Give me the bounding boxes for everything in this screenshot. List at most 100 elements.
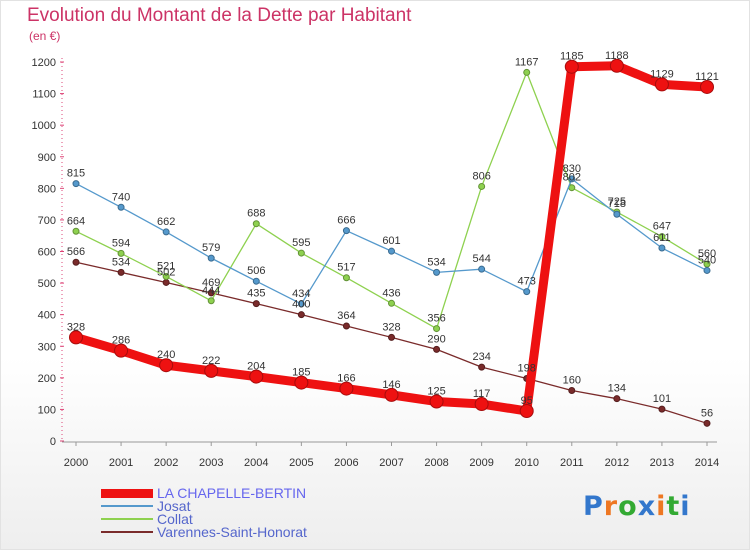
x-tick-label: 2005 — [289, 457, 313, 469]
data-point — [162, 272, 170, 280]
data-point — [703, 419, 711, 427]
data-label: 830 — [563, 163, 581, 175]
data-point — [207, 297, 215, 305]
data-point — [433, 345, 441, 353]
brand-logo-letter: t — [666, 491, 681, 522]
data-point — [249, 369, 264, 384]
y-tick-label: 900 — [38, 152, 56, 164]
data-point — [342, 322, 350, 330]
data-label: 286 — [112, 335, 130, 347]
x-tick-label: 2007 — [379, 457, 403, 469]
data-label: 234 — [472, 351, 490, 363]
data-point — [568, 175, 576, 183]
data-point — [609, 58, 624, 73]
data-label: 160 — [563, 374, 581, 386]
data-label: 328 — [67, 321, 85, 333]
data-label: 1129 — [650, 68, 674, 80]
data-label: 198 — [518, 362, 536, 374]
data-label: 473 — [518, 276, 536, 288]
data-point — [654, 77, 669, 92]
x-tick-label: 2000 — [64, 457, 88, 469]
x-tick-label: 2006 — [334, 457, 358, 469]
data-point — [207, 254, 215, 262]
data-label: 725 — [608, 196, 626, 208]
data-label: 400 — [292, 299, 310, 311]
data-label: 534 — [112, 256, 130, 268]
legend-label: Josat — [157, 498, 191, 514]
data-point — [429, 394, 444, 409]
x-tick-label: 2001 — [109, 457, 133, 469]
data-point — [568, 386, 576, 394]
y-tick-label: 1000 — [32, 120, 56, 132]
data-point — [339, 381, 354, 396]
data-point — [297, 300, 305, 308]
data-point — [117, 203, 125, 211]
data-label: 1167 — [515, 56, 539, 68]
data-label: 662 — [157, 216, 175, 228]
data-label: 802 — [563, 172, 581, 184]
data-label: 806 — [472, 170, 490, 182]
legend-label: Varennes-Saint-Honorat — [157, 524, 307, 540]
legend-item: Josat — [101, 498, 307, 514]
data-point — [388, 247, 395, 255]
x-tick-label: 2008 — [424, 457, 448, 469]
data-point — [478, 363, 486, 371]
x-tick-label: 2002 — [154, 457, 178, 469]
data-label: 444 — [202, 285, 220, 297]
data-point — [297, 311, 305, 319]
data-point — [384, 387, 399, 402]
data-point — [252, 300, 260, 308]
brand-logo-letter: i — [656, 491, 667, 522]
data-label: 166 — [337, 373, 355, 385]
x-tick-label: 2009 — [469, 457, 493, 469]
legend-swatch — [101, 531, 153, 533]
data-label: 56 — [701, 407, 713, 419]
y-tick-label: 1200 — [32, 57, 56, 69]
data-point — [159, 358, 174, 373]
data-point — [297, 249, 305, 257]
data-label: 434 — [292, 288, 310, 300]
data-label: 364 — [337, 310, 355, 322]
data-label: 506 — [247, 265, 265, 277]
x-tick-label: 2011 — [560, 457, 584, 469]
y-tick-label: 500 — [38, 278, 56, 290]
brand-logo: Proxiti — [583, 491, 691, 522]
data-label: 517 — [337, 262, 355, 274]
data-point — [703, 266, 711, 274]
data-point — [519, 403, 534, 418]
data-point — [478, 265, 486, 273]
data-point — [72, 227, 80, 235]
y-tick-label: 100 — [38, 404, 56, 416]
data-point — [204, 363, 219, 378]
y-tick-label: 800 — [38, 183, 56, 195]
data-point — [252, 277, 260, 285]
x-tick-label: 2003 — [199, 457, 223, 469]
y-tick-label: 700 — [38, 215, 56, 227]
data-label: 290 — [427, 333, 445, 345]
data-label: 204 — [247, 361, 265, 373]
data-point — [162, 278, 170, 286]
data-label: 611 — [653, 232, 671, 244]
x-tick-label: 2010 — [514, 457, 538, 469]
data-point — [658, 405, 666, 413]
data-label: 134 — [608, 383, 626, 395]
data-point — [433, 268, 441, 276]
data-point — [474, 397, 489, 412]
data-label: 560 — [698, 248, 716, 260]
brand-logo-letter: o — [618, 491, 638, 522]
data-label: 740 — [112, 191, 130, 203]
x-tick-label: 2012 — [605, 457, 629, 469]
data-label: 356 — [427, 313, 445, 325]
data-label: 601 — [382, 235, 400, 247]
data-label: 664 — [67, 215, 85, 227]
data-label: 125 — [427, 386, 445, 398]
data-label: 117 — [473, 388, 491, 400]
y-tick-label: 200 — [38, 373, 56, 385]
chart-legend: LA CHAPELLE-BERTIN Josat Collat Varennes-Sa… — [101, 486, 307, 540]
data-point — [523, 68, 531, 76]
data-point — [700, 79, 714, 94]
y-tick-label: 600 — [38, 247, 56, 259]
brand-logo-letter: x — [637, 491, 657, 522]
data-label: 594 — [112, 237, 130, 249]
